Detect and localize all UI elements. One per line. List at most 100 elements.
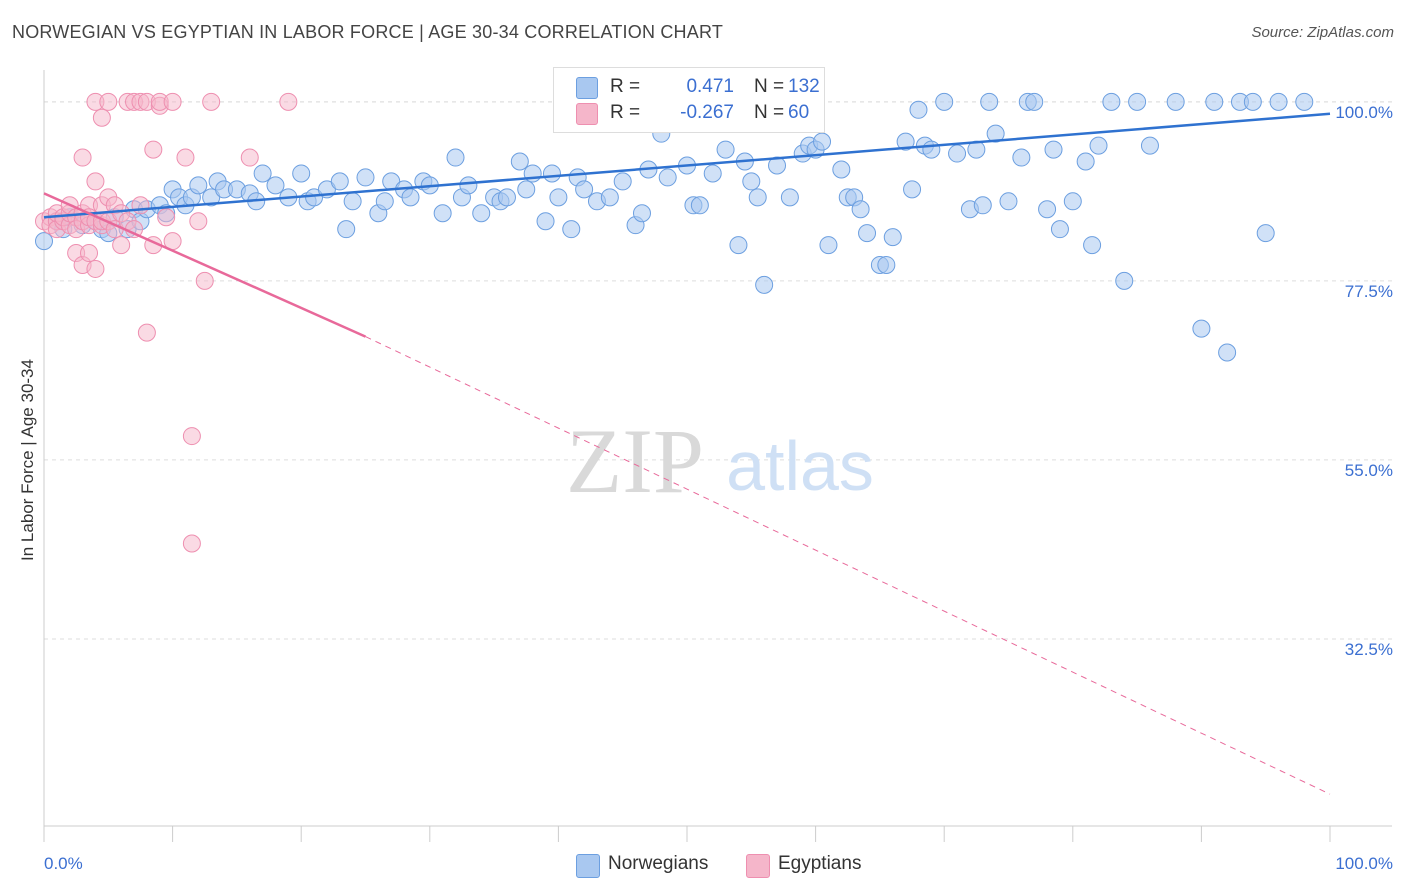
norwegian-point [253,164,272,183]
r-label: R = [610,76,641,97]
norwegian-point [1102,92,1121,111]
norwegian-point [935,92,954,111]
norwegian-point [446,148,465,167]
norwegian-point [600,188,619,207]
norwegian-point [748,188,767,207]
norwegian-point [575,180,594,199]
norwegian-points [35,92,1314,362]
egyptian-trend-line [43,192,367,338]
norwegian-point [1044,140,1063,159]
norwegian-point [690,196,709,215]
x-tick-label: 100.0% [1335,854,1393,873]
r-label: R = [610,102,641,123]
source-label: Source: ZipAtlas.com [1251,24,1394,41]
y-axis-label-wrap: In Labor Force | Age 30-34 [18,359,38,561]
norwegian-point [1012,148,1031,167]
egyptian-point [112,236,131,255]
norwegian-point [1140,136,1159,155]
norwegian-point [536,212,555,231]
norwegian-point [337,220,356,239]
egyptian-point [189,212,208,231]
norwegian-point [497,188,516,207]
norwegian-point [658,168,677,187]
legend-label: Egyptians [778,853,862,874]
norwegian-point [896,132,915,151]
norwegian-point [986,124,1005,143]
r-value: -0.267 [680,102,734,123]
norwegian-point [780,188,799,207]
egyptian-point [80,244,99,263]
norwegian-point [1063,192,1082,211]
x-tick-label: 0.0% [44,854,83,873]
norwegian-point [292,164,311,183]
norwegian-point [729,236,748,255]
norwegian-point [909,100,928,119]
norwegian-point [883,228,902,247]
egyptian-point [131,196,150,215]
n-value: 132 [788,76,820,97]
y-axis-label: In Labor Force | Age 30-34 [18,359,37,561]
egyptian-points [35,92,298,553]
norwegian-point [1166,92,1185,111]
tick-labels: 100.0% 77.5% 55.0% 32.5% 0.0% 100.0% [44,103,1393,873]
trend-lines [43,112,1331,795]
norwegian-point [356,168,375,187]
legend-row-norwegians: R = 0.471 N = 132 [576,74,826,100]
norwegian-trend-line [43,112,1331,219]
egyptian-point [279,92,298,111]
norwegian-point [1205,92,1224,111]
norwegian-point [973,196,992,215]
norwegian-point [266,176,285,195]
legend-label: Norwegians [608,853,709,874]
norwegian-point [755,275,774,294]
norwegian-point [851,200,870,219]
norwegian-point [1050,220,1069,239]
egyptian-point [86,172,105,191]
norwegian-point [343,192,362,211]
norwegian-point [401,188,420,207]
egyptian-legend-swatch [746,854,770,878]
norwegian-point [980,92,999,111]
egyptian-point [202,92,221,111]
norwegian-point [517,180,536,199]
norwegian-point [375,192,394,211]
egyptian-point [182,427,201,446]
norwegian-point [1038,200,1057,219]
norwegian-swatch [576,77,598,99]
norwegian-point [1295,92,1314,111]
egyptian-point [182,534,201,553]
egyptian-point [163,92,182,111]
y-tick-label: 77.5% [1345,282,1393,301]
norwegian-point [459,176,478,195]
norwegian-point [832,160,851,179]
y-tick-label: 32.5% [1345,640,1393,659]
egyptian-point [86,259,105,278]
norwegian-point [948,144,967,163]
legend-row-egyptians: R = -0.267 N = 60 [576,100,826,126]
norwegian-point [1115,271,1134,290]
egyptian-swatch [576,103,598,125]
egyptian-point [144,140,163,159]
norwegian-point [542,164,561,183]
n-value: 60 [788,102,810,123]
correlation-legend: R = 0.471 N = 132 R = -0.267 N = 60 [553,67,825,133]
norwegian-point [330,172,349,191]
norwegian-point [549,188,568,207]
egyptian-point [240,148,259,167]
norwegian-point [562,220,581,239]
norwegian-point [510,152,529,171]
norwegian-point [1089,136,1108,155]
n-label: N = [754,76,785,97]
norwegian-point [433,204,452,223]
norwegian-point [716,140,735,159]
norwegian-point [1218,343,1237,362]
norwegian-point [613,172,632,191]
norwegian-point [813,132,832,151]
watermark-zip: ZIP [566,410,704,512]
norwegian-point [189,176,208,195]
norwegian-point [472,204,491,223]
norwegian-point [1128,92,1147,111]
r-value: 0.471 [686,76,734,97]
norwegian-point [903,180,922,199]
y-tick-label: 100.0% [1335,103,1393,122]
